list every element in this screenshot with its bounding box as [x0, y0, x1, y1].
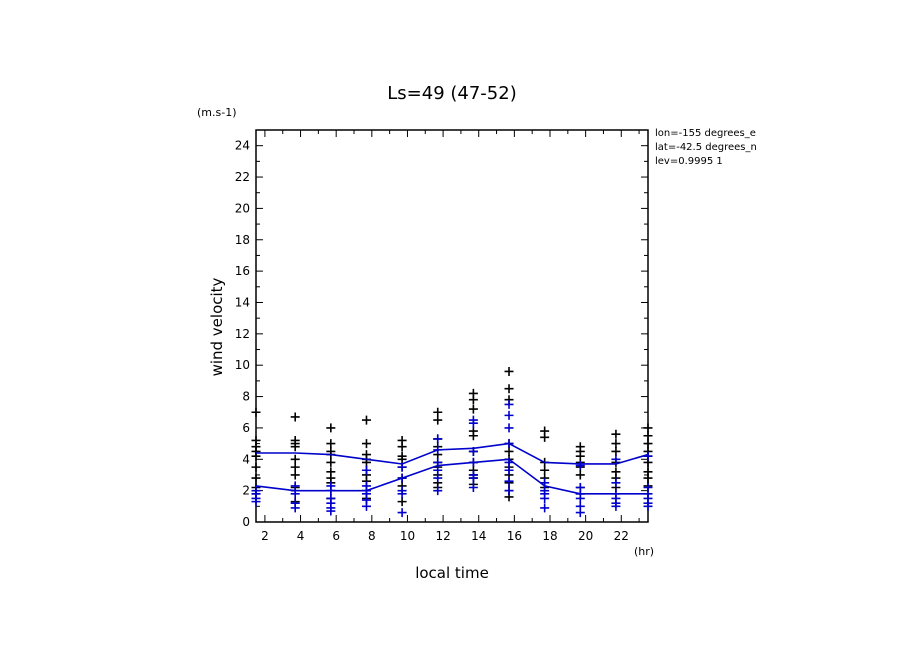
y-tick-label: 2	[242, 484, 250, 498]
y-tick-label: 0	[242, 515, 250, 529]
x-tick-label: 4	[297, 529, 305, 543]
blue-point	[290, 503, 300, 513]
black-point	[468, 404, 478, 414]
black-point	[361, 439, 371, 449]
blue-point	[326, 506, 336, 516]
y-tick-label: 12	[235, 327, 250, 341]
plot-frame	[255, 129, 649, 523]
blue-point	[575, 461, 585, 471]
black-point	[611, 429, 621, 439]
blue-point	[611, 478, 621, 488]
black-point	[290, 412, 300, 422]
blue-point	[397, 508, 407, 518]
blue-point	[611, 501, 621, 511]
black-point	[643, 423, 653, 433]
black-point	[326, 439, 336, 449]
blue-point	[575, 508, 585, 518]
black-point	[433, 407, 443, 417]
blue-point	[361, 465, 371, 475]
lower-line	[255, 458, 648, 495]
x-axis-label: local time	[415, 564, 489, 582]
blue-point	[468, 483, 478, 493]
blue-point	[611, 454, 621, 464]
x-tick-label: 8	[368, 529, 376, 543]
black-point	[504, 366, 514, 376]
black-point	[290, 442, 300, 452]
black-point	[504, 384, 514, 394]
black-point	[504, 446, 514, 456]
blue-point	[540, 503, 550, 513]
x-unit-label: (hr)	[634, 545, 654, 558]
black-point	[643, 431, 653, 441]
chart-title: Ls=49 (47-52)	[387, 83, 516, 104]
black-point	[643, 439, 653, 449]
y-tick-label: 14	[235, 295, 250, 309]
y-tick-label: 4	[242, 452, 250, 466]
black-point	[433, 415, 443, 425]
black-point	[361, 415, 371, 425]
blue-point	[251, 497, 261, 507]
blue-point	[468, 418, 478, 428]
black-point	[643, 473, 653, 483]
black-point	[251, 473, 261, 483]
info-lon: lon=-155 degrees_e	[655, 128, 756, 139]
y-unit-label: (m.s-1)	[197, 106, 237, 119]
black-point	[326, 423, 336, 433]
black-point	[397, 454, 407, 464]
y-tick-label: 6	[242, 421, 250, 435]
y-tick-label: 22	[235, 170, 250, 184]
x-tick-label: 12	[435, 529, 450, 543]
blue-point	[504, 486, 514, 496]
blue-point	[433, 473, 443, 483]
blue-point	[504, 465, 514, 475]
black-point	[575, 470, 585, 480]
black-point	[290, 454, 300, 464]
y-axis-label: wind velocity	[208, 277, 226, 376]
x-tick-label: 10	[400, 529, 415, 543]
black-point	[251, 407, 261, 417]
blue-point	[433, 465, 443, 475]
black-point	[290, 462, 300, 472]
x-tick-label: 16	[507, 529, 522, 543]
upper-line	[256, 442, 649, 465]
blue-point	[504, 423, 514, 433]
black-point	[290, 470, 300, 480]
blue-point	[540, 493, 550, 503]
black-point	[540, 465, 550, 475]
blue-point	[504, 476, 514, 486]
blue-point	[504, 399, 514, 409]
x-tick-label: 6	[332, 529, 340, 543]
y-tick-label: 16	[235, 264, 250, 278]
blue-point	[397, 489, 407, 499]
y-tick-label: 24	[235, 139, 250, 153]
black-point	[611, 439, 621, 449]
black-point	[251, 462, 261, 472]
blue-point	[468, 473, 478, 483]
blue-point	[361, 501, 371, 511]
blue-point	[433, 486, 443, 496]
black-point	[397, 497, 407, 507]
info-lev: lev=0.9995 1	[655, 156, 723, 167]
black-point	[326, 457, 336, 467]
y-tick-label: 20	[235, 201, 250, 215]
x-tick-label: 2	[261, 529, 269, 543]
blue-point	[575, 493, 585, 503]
y-tick-label: 18	[235, 233, 250, 247]
black-point	[540, 432, 550, 442]
x-tick-label: 22	[614, 529, 629, 543]
black-point	[611, 446, 621, 456]
black-point	[397, 442, 407, 452]
blue-point	[643, 501, 653, 511]
x-tick-label: 18	[542, 529, 557, 543]
y-tick-label: 10	[235, 358, 250, 372]
black-point	[468, 431, 478, 441]
blue-point	[504, 410, 514, 420]
x-tick-label: 14	[471, 529, 486, 543]
info-lat: lat=-42.5 degrees_n	[655, 142, 757, 153]
blue-point	[433, 434, 443, 444]
y-tick-label: 8	[242, 390, 250, 404]
black-point	[468, 395, 478, 405]
x-tick-label: 20	[578, 529, 593, 543]
